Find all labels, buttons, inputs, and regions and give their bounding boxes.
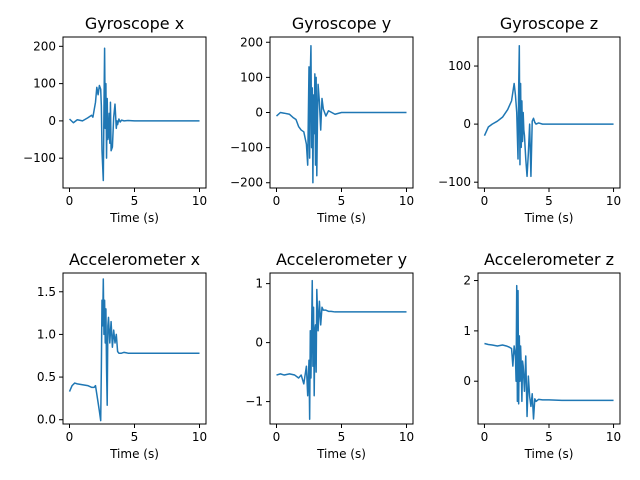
x-tick-label: 5: [545, 194, 553, 208]
axes-frame: [62, 36, 207, 189]
series-line: [484, 284, 614, 420]
x-tick-label: 0: [66, 430, 74, 444]
x-tick-label: 0: [273, 430, 281, 444]
y-tick-label: 1.0: [37, 327, 56, 341]
y-tick-label: 1: [463, 324, 471, 338]
y-tick-label: 100: [33, 77, 56, 91]
y-tick-label: 0.0: [37, 413, 56, 427]
y-tick-label: 100: [448, 59, 471, 73]
series-line: [275, 45, 407, 184]
series-line: [276, 279, 407, 421]
x-tick-label: 10: [399, 430, 414, 444]
y-tick-label: 0: [463, 117, 471, 131]
subplot-5: Accelerometer y 0 5 10 −1 0 1 Time (s): [245, 250, 414, 461]
x-tick-label: 0: [481, 430, 489, 444]
y-tick-label: 0: [255, 336, 263, 350]
x-tick-label: 10: [399, 194, 414, 208]
y-tick-label: 1.5: [37, 285, 56, 299]
series-line: [68, 278, 200, 422]
subplot-title: Gyroscope y: [292, 14, 391, 33]
x-axis-label: Time (s): [316, 447, 366, 461]
y-tick-label: 0: [463, 374, 471, 388]
x-tick-label: 0: [273, 194, 281, 208]
subplot-4: Accelerometer x 0 5 10 0.0 0.5 1.0 1.5 Time (s): [37, 250, 207, 461]
x-axis-label: Time (s): [524, 447, 574, 461]
y-tick-label: 0: [48, 114, 56, 128]
subplot-title: Gyroscope x: [85, 14, 184, 33]
subplot-6: Accelerometer z 0 5 10 0 1 2 Time (s): [463, 250, 621, 461]
subplot-title: Accelerometer z: [484, 250, 614, 269]
subplot-3: Gyroscope z 0 5 10 −100 0 100 Time (s): [438, 14, 621, 225]
x-tick-label: 5: [131, 430, 139, 444]
x-axis-label: Time (s): [109, 211, 159, 225]
y-tick-label: 200: [33, 39, 56, 53]
axes-frame: [269, 272, 414, 425]
subplot-title: Gyroscope z: [500, 14, 598, 33]
y-tick-label: 0: [255, 106, 263, 120]
y-tick-label: 100: [240, 70, 263, 84]
series-line: [483, 44, 614, 178]
x-axis-label: Time (s): [316, 211, 366, 225]
x-tick-label: 5: [338, 430, 346, 444]
y-tick-label: 0.5: [37, 370, 56, 384]
axes-frame: [477, 272, 621, 425]
x-tick-label: 10: [192, 194, 207, 208]
x-axis-label: Time (s): [109, 447, 159, 461]
subplot-title: Accelerometer x: [69, 250, 200, 269]
x-tick-label: 10: [192, 430, 207, 444]
x-tick-label: 10: [606, 194, 621, 208]
y-tick-label: 1: [255, 277, 263, 291]
x-tick-label: 5: [338, 194, 346, 208]
y-tick-label: −100: [230, 141, 263, 155]
y-tick-label: 2: [463, 274, 471, 288]
subplot-2: Gyroscope y 0 5 10 −200 −100 0 100 200 Time (s): [230, 14, 414, 225]
subplot-1: Gyroscope x 0 5 10 −100 0 100 200 Time (s): [23, 14, 207, 225]
y-tick-label: −100: [23, 151, 56, 165]
x-tick-label: 10: [606, 430, 621, 444]
y-tick-label: 200: [240, 35, 263, 49]
subplot-title: Accelerometer y: [276, 250, 407, 269]
axes-frame: [62, 272, 207, 425]
y-tick-label: −200: [230, 176, 263, 190]
x-axis-label: Time (s): [524, 211, 574, 225]
y-tick-label: −100: [438, 175, 471, 189]
x-tick-label: 5: [131, 194, 139, 208]
axes-frame: [477, 36, 621, 189]
x-tick-label: 5: [545, 430, 553, 444]
x-tick-label: 0: [481, 194, 489, 208]
y-tick-label: −1: [245, 395, 263, 409]
x-tick-label: 0: [66, 194, 74, 208]
series-line: [68, 47, 200, 182]
